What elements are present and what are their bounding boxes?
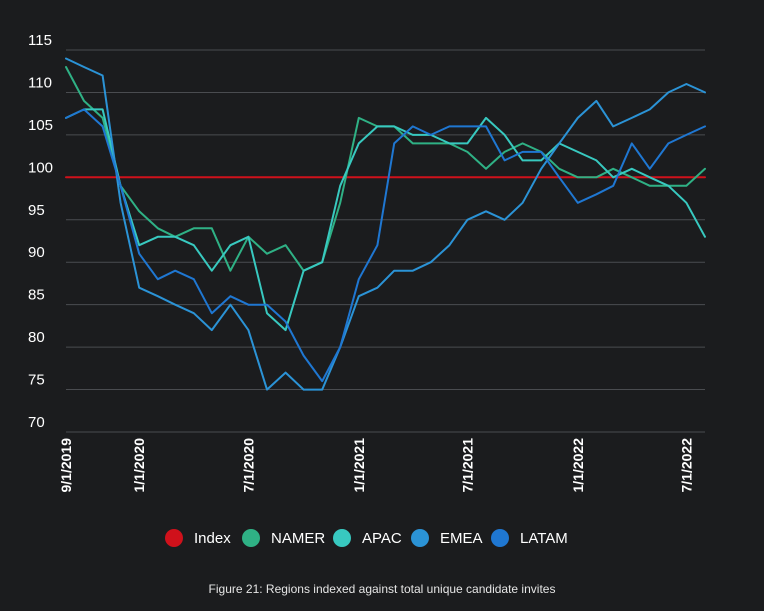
x-tick-label: 7/1/2021 — [459, 438, 475, 493]
y-tick-label: 70 — [28, 414, 45, 431]
x-tick-label: 1/1/2021 — [351, 438, 367, 493]
y-tick-label: 110 — [28, 74, 52, 91]
y-tick-label: 100 — [28, 159, 53, 176]
legend-marker — [411, 529, 429, 547]
legend: Index NAMER APAC EMEA LATAM — [165, 529, 568, 547]
legend-item-latam: LATAM — [491, 529, 568, 547]
legend-item-emea: EMEA — [411, 529, 483, 547]
series-line-namer — [65, 66, 706, 272]
series-line-apac — [65, 108, 706, 332]
legend-marker — [491, 529, 509, 547]
legend-marker — [242, 529, 260, 547]
legend-item-index: Index — [165, 529, 231, 547]
y-tick-label: 80 — [28, 329, 45, 346]
series-lines — [65, 57, 706, 391]
y-axis-ticks: 70 75 80 85 90 95 100 105 110 115 — [28, 32, 53, 431]
legend-item-namer: NAMER — [242, 529, 325, 547]
legend-item-apac: APAC — [333, 529, 402, 547]
y-tick-label: 115 — [28, 32, 52, 49]
x-tick-label: 1/1/2022 — [570, 438, 586, 493]
figure-caption: Figure 21: Regions indexed against total… — [209, 582, 556, 596]
x-tick-label: 7/1/2022 — [678, 438, 694, 493]
x-tick-label: 1/1/2020 — [131, 438, 147, 493]
legend-label: NAMER — [271, 530, 325, 547]
legend-label: Index — [194, 530, 231, 547]
y-tick-label: 90 — [28, 244, 45, 261]
grid-lines — [66, 49, 705, 433]
x-tick-label: 7/1/2020 — [240, 438, 256, 493]
x-axis-ticks: 9/1/2019 1/1/2020 7/1/2020 1/1/2021 7/1/2021… — [58, 438, 694, 493]
series-line-emea — [65, 57, 706, 391]
y-tick-label: 95 — [28, 202, 45, 219]
y-tick-label: 75 — [28, 372, 45, 389]
legend-label: LATAM — [520, 530, 568, 547]
x-tick-label: 9/1/2019 — [58, 438, 74, 493]
legend-label: EMEA — [440, 530, 483, 547]
y-tick-label: 105 — [28, 117, 53, 134]
series-line-latam — [65, 108, 706, 383]
legend-marker — [333, 529, 351, 547]
legend-marker — [165, 529, 183, 547]
legend-label: APAC — [362, 530, 402, 547]
y-tick-label: 85 — [28, 287, 45, 304]
